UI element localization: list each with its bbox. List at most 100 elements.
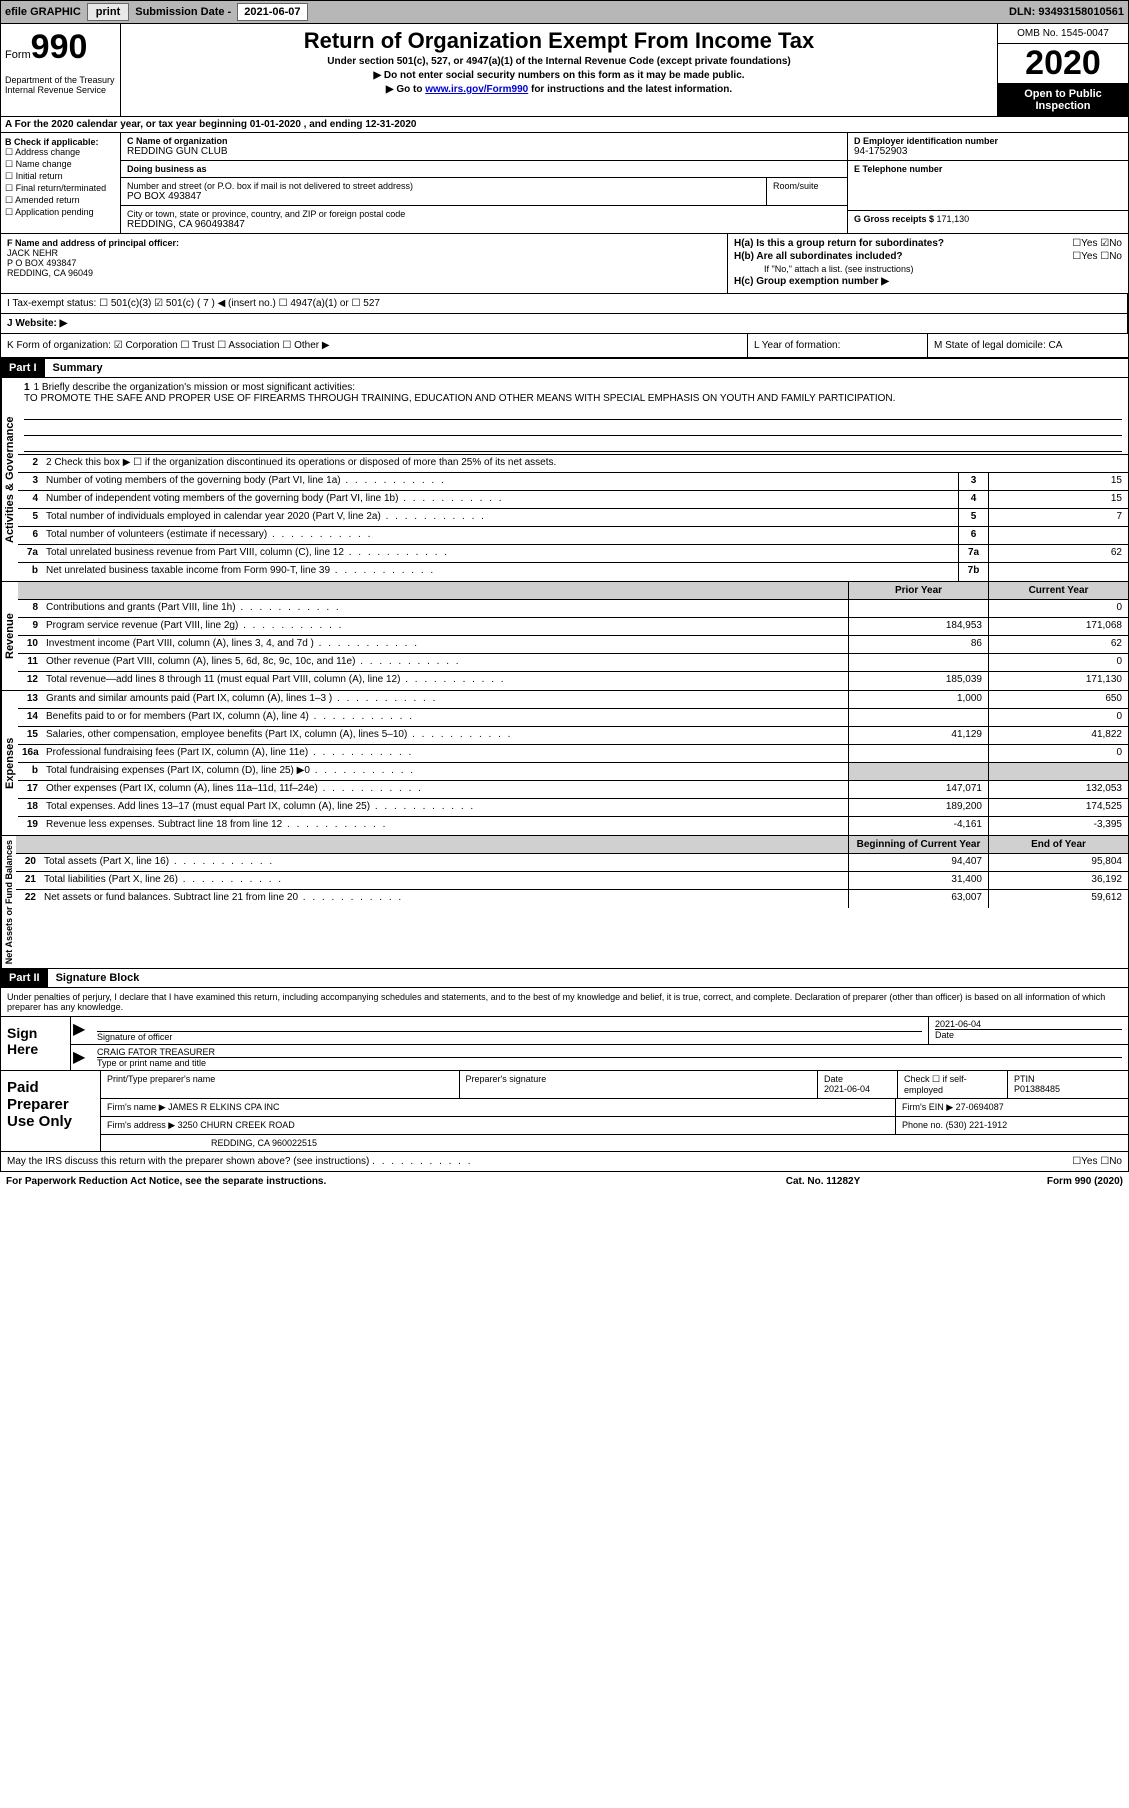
inspection-label: Open to Public Inspection — [998, 84, 1128, 116]
governance-section: Activities & Governance 11 Briefly descr… — [0, 378, 1129, 582]
addr-row: Number and street (or P.O. box if mail i… — [121, 178, 847, 206]
officer-block: F Name and address of principal officer:… — [1, 234, 728, 293]
ein-row: D Employer identification number 94-1752… — [848, 133, 1128, 161]
part2-header: Part II — [1, 969, 48, 987]
ein-value: 94-1752903 — [854, 146, 1122, 157]
sig-date: 2021-06-04 — [935, 1019, 1122, 1029]
col-current: Current Year — [988, 582, 1128, 599]
ha-answer[interactable]: ☐Yes ☑No — [1072, 238, 1122, 249]
sig-name-label: Type or print name and title — [97, 1057, 1122, 1068]
firm-phone: (530) 221-1912 — [946, 1120, 1008, 1130]
table-row: bTotal fundraising expenses (Part IX, co… — [18, 763, 1128, 781]
col-b: B Check if applicable: ☐ Address change … — [1, 133, 121, 233]
vtab-expenses: Expenses — [1, 691, 18, 835]
form-subtitle: Under section 501(c), 527, or 4947(a)(1)… — [127, 56, 991, 67]
paid-preparer-block: Paid Preparer Use Only Print/Type prepar… — [0, 1071, 1129, 1152]
vtab-netassets: Net Assets or Fund Balances — [1, 836, 16, 968]
col-d: D Employer identification number 94-1752… — [848, 133, 1128, 233]
part2-title: Signature Block — [48, 969, 148, 987]
prep-sig-label: Preparer's signature — [460, 1071, 819, 1098]
col-beginning: Beginning of Current Year — [848, 836, 988, 853]
sig-name: CRAIG FATOR TREASURER — [97, 1047, 1122, 1057]
paid-label: Paid Preparer Use Only — [1, 1071, 101, 1151]
state-domicile: M State of legal domicile: CA — [928, 334, 1128, 357]
h-block: H(a) Is this a group return for subordin… — [728, 234, 1128, 293]
declaration-text: Under penalties of perjury, I declare th… — [1, 988, 1128, 1017]
form-note2: ▶ Go to www.irs.gov/Form990 for instruct… — [127, 84, 991, 95]
print-button[interactable]: print — [87, 3, 129, 21]
prep-date: 2021-06-04 — [824, 1084, 870, 1094]
table-row: 9Program service revenue (Part VIII, lin… — [18, 618, 1128, 636]
table-row: 21Total liabilities (Part X, line 26)31,… — [16, 872, 1128, 890]
year-formation: L Year of formation: — [748, 334, 928, 357]
tax-status-options[interactable]: ☐ 501(c)(3) ☑ 501(c) ( 7 ) ◀ (insert no.… — [99, 298, 380, 309]
block-f: F Name and address of principal officer:… — [0, 234, 1129, 294]
table-row: 19Revenue less expenses. Subtract line 1… — [18, 817, 1128, 835]
cb-address[interactable]: ☐ Address change — [5, 147, 116, 158]
rev-header: Prior Year Current Year — [18, 582, 1128, 600]
dba-row: Doing business as — [121, 161, 847, 178]
prep-check[interactable]: Check ☐ if self-employed — [898, 1071, 1008, 1098]
cb-pending[interactable]: ☐ Application pending — [5, 207, 116, 218]
signature-block: Under penalties of perjury, I declare th… — [0, 988, 1129, 1071]
footer-mid: Cat. No. 11282Y — [723, 1176, 923, 1187]
city-row: City or town, state or province, country… — [121, 206, 847, 233]
table-row: 20Total assets (Part X, line 16)94,40795… — [16, 854, 1128, 872]
arrow-icon: ▶ — [71, 1017, 91, 1044]
officer-addr2: REDDING, CA 96049 — [7, 268, 721, 278]
col-c: C Name of organization REDDING GUN CLUB … — [121, 133, 848, 233]
mission-block: 11 Briefly describe the organization's m… — [18, 378, 1128, 455]
block-bcd: B Check if applicable: ☐ Address change … — [0, 133, 1129, 234]
gross-value: 171,130 — [937, 214, 970, 224]
form-number: 990 — [31, 28, 88, 66]
sig-date-label: Date — [935, 1029, 1122, 1040]
table-row: 12Total revenue—add lines 8 through 11 (… — [18, 672, 1128, 690]
firm-ein: 27-0694087 — [956, 1102, 1004, 1112]
year-block: OMB No. 1545-0047 2020 Open to Public In… — [998, 24, 1128, 116]
dln-label: DLN: 93493158010561 — [1009, 6, 1124, 18]
tax-year: 2020 — [998, 44, 1128, 84]
org-city: REDDING, CA 960493847 — [127, 219, 841, 230]
hb-answer[interactable]: ☐Yes ☐No — [1072, 251, 1122, 262]
form-header: Form990 Department of the Treasury Inter… — [0, 24, 1129, 117]
cb-final[interactable]: ☐ Final return/terminated — [5, 183, 116, 194]
table-row: 3Number of voting members of the governi… — [18, 473, 1128, 491]
form-org-type[interactable]: K Form of organization: ☑ Corporation ☐ … — [1, 334, 748, 357]
firm-addr2: REDDING, CA 960022515 — [101, 1135, 1128, 1151]
org-name: REDDING GUN CLUB — [127, 146, 841, 157]
table-row: 15Salaries, other compensation, employee… — [18, 727, 1128, 745]
discuss-answer[interactable]: ☐Yes ☐No — [1072, 1156, 1122, 1167]
table-row: 17Other expenses (Part IX, column (A), l… — [18, 781, 1128, 799]
section-a: A For the 2020 calendar year, or tax yea… — [0, 117, 1129, 133]
prep-name-label: Print/Type preparer's name — [101, 1071, 460, 1098]
table-row: bNet unrelated business taxable income f… — [18, 563, 1128, 581]
klm-row: K Form of organization: ☑ Corporation ☐ … — [0, 334, 1129, 358]
cb-name[interactable]: ☐ Name change — [5, 159, 116, 170]
footer-left: For Paperwork Reduction Act Notice, see … — [6, 1176, 723, 1187]
table-row: 18Total expenses. Add lines 13–17 (must … — [18, 799, 1128, 817]
netassets-section: Net Assets or Fund Balances Beginning of… — [0, 836, 1129, 969]
ptin-value: P01388485 — [1014, 1084, 1060, 1094]
col-b-label: B Check if applicable: — [5, 137, 116, 147]
table-row: 8Contributions and grants (Part VIII, li… — [18, 600, 1128, 618]
officer-name: JACK NEHR — [7, 248, 721, 258]
org-name-row: C Name of organization REDDING GUN CLUB — [121, 133, 847, 161]
cb-initial[interactable]: ☐ Initial return — [5, 171, 116, 182]
arrow-icon: ▶ — [71, 1045, 91, 1070]
part1-header: Part I — [1, 359, 45, 377]
form-label: Form — [5, 49, 31, 61]
vtab-revenue: Revenue — [1, 582, 18, 690]
sign-here-label: Sign Here — [1, 1017, 71, 1070]
footer: For Paperwork Reduction Act Notice, see … — [0, 1172, 1129, 1191]
footer-right: Form 990 (2020) — [923, 1176, 1123, 1187]
table-row: 6Total number of volunteers (estimate if… — [18, 527, 1128, 545]
revenue-section: Revenue Prior Year Current Year 8Contrib… — [0, 582, 1129, 691]
efile-label: efile GRAPHIC — [5, 6, 81, 18]
subdate-field: 2021-06-07 — [237, 3, 307, 21]
subdate-label: Submission Date - — [135, 6, 231, 18]
form990-link[interactable]: www.irs.gov/Form990 — [425, 84, 528, 95]
firm-addr1: 3250 CHURN CREEK ROAD — [178, 1120, 295, 1130]
cb-amended[interactable]: ☐ Amended return — [5, 195, 116, 206]
firm-name: JAMES R ELKINS CPA INC — [168, 1102, 279, 1112]
form-title: Return of Organization Exempt From Incom… — [127, 28, 991, 54]
